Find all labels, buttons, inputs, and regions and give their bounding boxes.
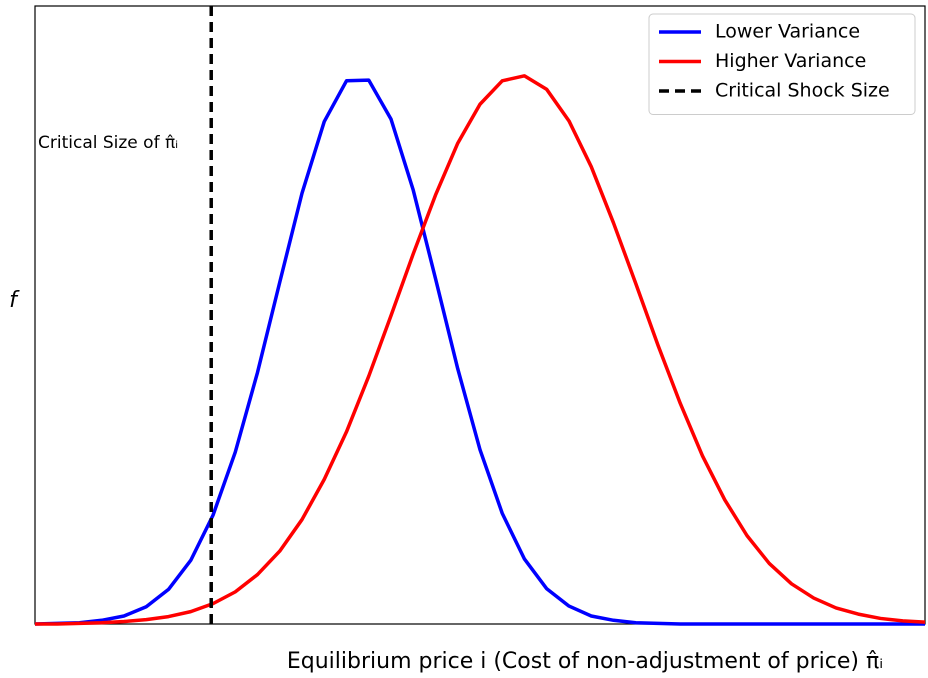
line-series <box>34 78 925 626</box>
legend-box <box>648 13 916 115</box>
legend-label: Higher Variance <box>715 50 866 72</box>
legend-label: Critical Shock Size <box>715 80 890 102</box>
y-axis-label: f <box>9 288 20 313</box>
plot-frame <box>34 5 926 625</box>
annotation: Critical Size of π̂ᵢ <box>38 133 178 153</box>
legend-label: Lower Variance <box>715 21 860 43</box>
line-series <box>35 74 926 626</box>
x-axis-label: Equilibrium price i (Cost of non-adjustm… <box>287 649 883 674</box>
